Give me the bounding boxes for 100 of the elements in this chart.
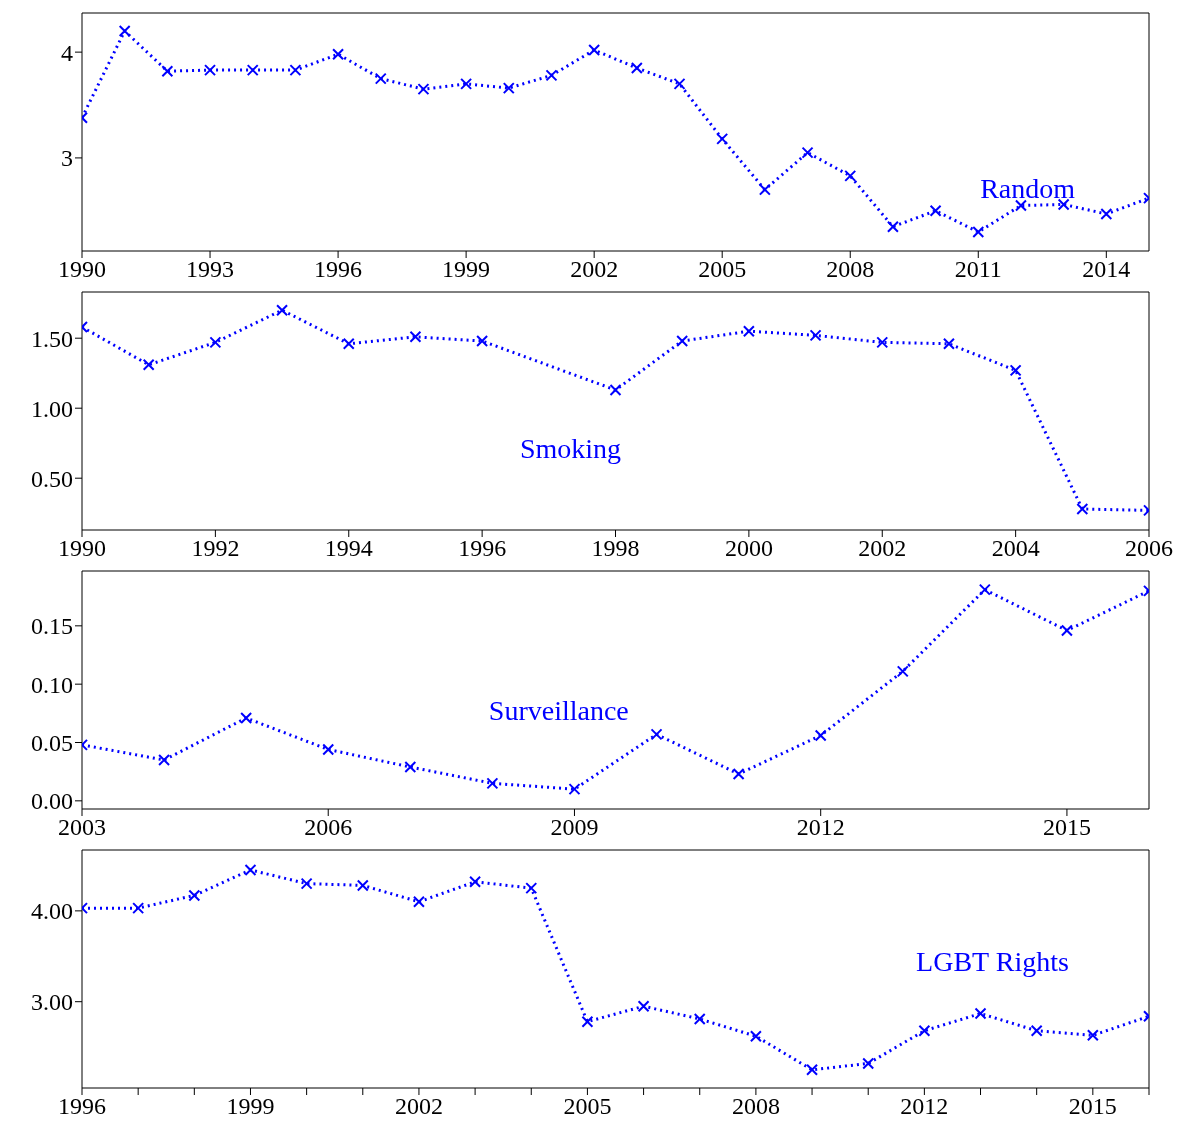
- x-tick-label: 1999: [442, 256, 491, 283]
- point: [929, 204, 942, 217]
- point: [568, 783, 581, 796]
- point: [896, 665, 909, 678]
- x-tick-label: 2002: [394, 1093, 443, 1120]
- series-label: Smoking: [519, 432, 622, 465]
- x-tick-label: 2008: [731, 1093, 780, 1120]
- x-tick-label: 1998: [591, 535, 640, 562]
- x-tick-label: 2006: [304, 814, 353, 841]
- x-tick-label: 1990: [58, 256, 106, 283]
- point: [161, 65, 174, 78]
- series-label: LGBT Rights: [916, 946, 1069, 979]
- point: [412, 895, 425, 908]
- x-tick-label: 1993: [186, 256, 235, 283]
- x-tick-label: 1990: [58, 535, 106, 562]
- point: [1009, 364, 1022, 377]
- x-tick-label: 1996: [458, 535, 507, 562]
- y-tick-label: 0.15: [31, 613, 73, 640]
- point: [742, 325, 755, 338]
- point: [209, 336, 222, 349]
- point: [758, 183, 771, 196]
- point: [132, 902, 145, 915]
- point: [1057, 198, 1070, 211]
- y-tick-label: 3.00: [31, 989, 73, 1016]
- point: [332, 48, 345, 61]
- point: [673, 77, 686, 90]
- point: [240, 712, 253, 724]
- point: [246, 64, 259, 77]
- x-tick-label: 2004: [991, 535, 1040, 562]
- y-tick-label: 0.05: [31, 730, 73, 757]
- point: [732, 768, 745, 780]
- point: [1100, 207, 1113, 220]
- point: [404, 761, 417, 773]
- point: [942, 337, 955, 350]
- x-tick-label: 2015: [1042, 814, 1091, 841]
- point: [545, 69, 558, 82]
- point: [409, 330, 422, 343]
- x-tick-label: 2002: [570, 256, 619, 283]
- point: [289, 64, 302, 77]
- point: [204, 64, 217, 77]
- point: [609, 384, 622, 396]
- x-tick-label: 2012: [900, 1093, 949, 1120]
- point: [1060, 624, 1073, 637]
- point: [525, 882, 538, 895]
- x-tick-label: 1992: [191, 535, 240, 562]
- point: [716, 132, 729, 145]
- y-tick-label: 0.00: [31, 788, 73, 815]
- point: [188, 889, 201, 902]
- x-tick-label: 2009: [550, 814, 599, 841]
- point: [801, 146, 814, 159]
- point: [844, 169, 857, 182]
- y-tick-label: 0.10: [31, 671, 73, 698]
- x-tick-label: 2000: [724, 535, 773, 562]
- x-tick-label: 1999: [226, 1093, 275, 1120]
- point: [276, 304, 289, 317]
- point: [158, 754, 171, 766]
- x-tick-label: 2003: [58, 814, 106, 841]
- point: [1086, 1029, 1099, 1042]
- y-tick-label: 0.50: [31, 465, 73, 492]
- series-label: Random: [980, 173, 1076, 206]
- point: [374, 72, 387, 85]
- x-tick-label: 2005: [698, 256, 747, 283]
- point: [469, 875, 482, 888]
- point: [588, 44, 601, 57]
- x-tick-label: 2012: [796, 814, 845, 841]
- point: [676, 335, 689, 347]
- point: [972, 225, 985, 238]
- point: [814, 729, 827, 742]
- point: [460, 77, 473, 90]
- x-tick-label: 1996: [314, 256, 363, 283]
- x-tick-label: 1994: [324, 535, 373, 562]
- point: [918, 1024, 931, 1037]
- point: [693, 1012, 706, 1025]
- series-label: Surveillance: [488, 695, 629, 728]
- point: [322, 743, 335, 756]
- y-tick-label: 1.00: [31, 395, 73, 422]
- point: [342, 337, 355, 350]
- x-tick-label: 1996: [58, 1093, 106, 1120]
- x-tick-label: 2005: [563, 1093, 612, 1120]
- x-tick-label: 2008: [826, 256, 875, 283]
- point: [476, 335, 489, 347]
- x-tick-label: 2015: [1068, 1093, 1117, 1120]
- point: [502, 82, 515, 95]
- x-tick-label: 2006: [1125, 535, 1173, 562]
- point: [244, 863, 257, 876]
- point: [862, 1057, 875, 1070]
- point: [1014, 199, 1027, 212]
- point: [650, 728, 663, 741]
- point: [356, 879, 369, 892]
- point: [806, 1063, 819, 1076]
- point: [417, 83, 430, 96]
- point: [809, 329, 822, 342]
- x-tick-label: 2002: [858, 535, 907, 562]
- point: [974, 1007, 987, 1020]
- point: [581, 1015, 594, 1028]
- point: [1076, 503, 1089, 515]
- point: [1030, 1024, 1043, 1037]
- point: [749, 1030, 762, 1043]
- point: [142, 358, 155, 371]
- point: [886, 220, 899, 233]
